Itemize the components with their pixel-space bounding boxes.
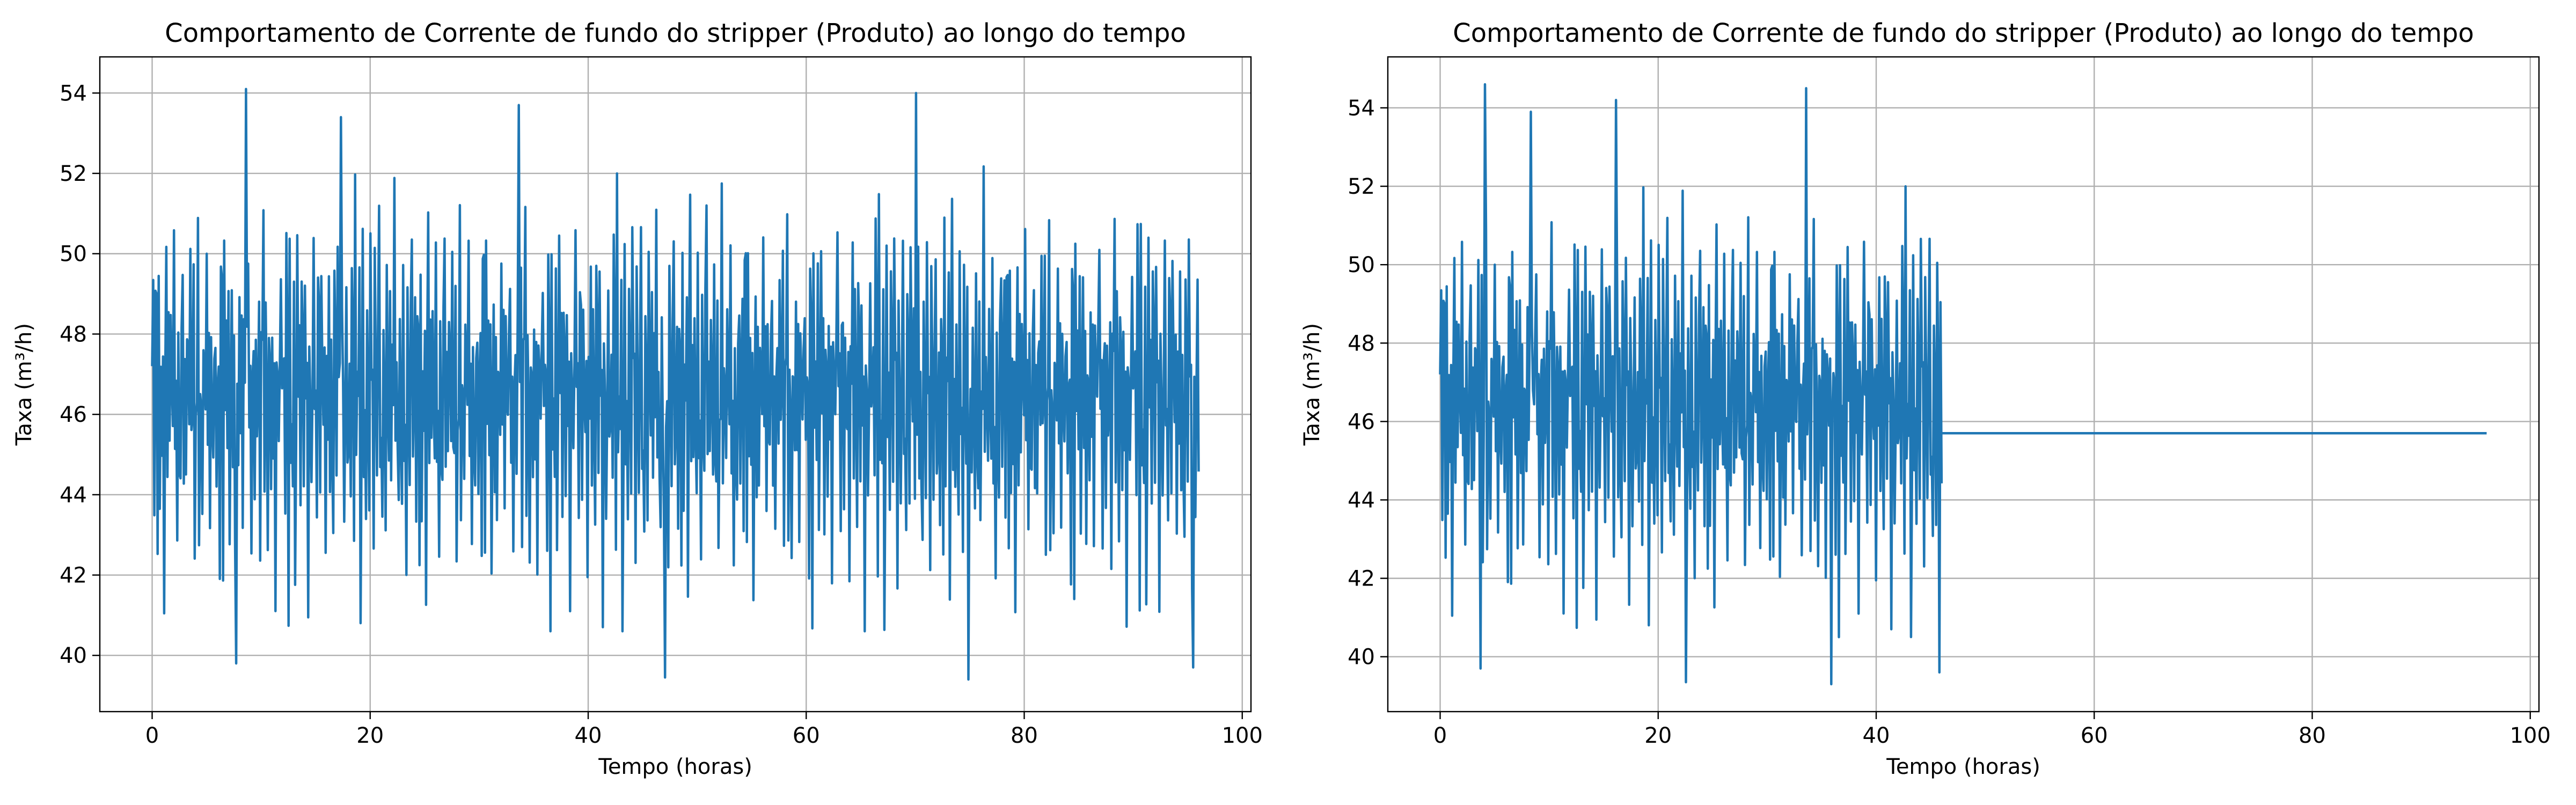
right-y-axis-ticks: 40 42 44 46 48 50 52 54	[1348, 96, 1388, 670]
right-plot-frame	[1387, 56, 2540, 713]
left-y-axis-ticks: 40 42 44 46 48 50 52 54	[60, 81, 100, 668]
left-series-layer	[151, 87, 1200, 681]
right-y-tick-label: 44	[1348, 488, 1375, 513]
right-x-tick-label: 100	[2510, 723, 2551, 748]
left-y-tick-label: 52	[60, 162, 87, 186]
left-x-tick-label: 100	[1222, 723, 1263, 748]
left-x-tick-label: 80	[1011, 723, 1038, 748]
right-y-tick-label: 54	[1348, 96, 1375, 121]
left-y-tick-label: 42	[60, 564, 87, 588]
right-y-tick-label: 48	[1348, 331, 1375, 356]
right-x-tick-label: 20	[1644, 723, 1672, 748]
right-series-layer	[1439, 83, 2487, 686]
left-y-tick-label: 44	[60, 483, 87, 508]
left-chart-title: Comportamento de Corrente de fundo do st…	[165, 18, 1186, 48]
right-y-tick-label: 42	[1348, 567, 1375, 591]
left-chart: 0 20 40 60 80 100 40 42 44 46 48 50 52 54 Comportame…	[12, 18, 1263, 779]
right-y-tick-label: 50	[1348, 253, 1375, 277]
left-x-tick-label: 0	[145, 723, 159, 748]
left-x-tick-label: 60	[793, 723, 820, 748]
right-x-tick-label: 40	[1863, 723, 1890, 748]
left-y-axis-label: Taxa (m³/h)	[12, 323, 36, 446]
left-plot-frame	[99, 56, 1252, 713]
left-series-line	[151, 87, 1200, 681]
left-y-tick-label: 54	[60, 81, 87, 106]
right-x-tick-label: 0	[1433, 723, 1447, 748]
left-y-tick-label: 40	[60, 643, 87, 668]
left-y-tick-label: 50	[60, 242, 87, 267]
left-x-tick-label: 40	[575, 723, 602, 748]
left-y-tick-label: 46	[60, 402, 87, 427]
right-chart-title: Comportamento de Corrente de fundo do st…	[1453, 18, 2474, 48]
left-x-tick-label: 20	[356, 723, 384, 748]
right-y-tick-label: 46	[1348, 409, 1375, 434]
right-series-line	[1439, 83, 1943, 686]
right-x-axis-ticks: 0 20 40 60 80 100	[1433, 712, 2551, 748]
right-y-axis-label: Taxa (m³/h)	[1300, 323, 1324, 446]
left-y-tick-label: 48	[60, 322, 87, 347]
left-x-axis-label: Tempo (horas)	[598, 755, 752, 779]
right-x-axis-label: Tempo (horas)	[1886, 755, 2040, 779]
right-x-tick-label: 80	[2299, 723, 2326, 748]
right-y-tick-label: 40	[1348, 645, 1375, 670]
left-x-axis-ticks: 0 20 40 60 80 100	[145, 712, 1263, 748]
right-y-tick-label: 52	[1348, 174, 1375, 199]
right-chart: 0 20 40 60 80 100 40 42 44 46 48 50 52 54 Comportame…	[1300, 18, 2551, 779]
right-x-tick-label: 60	[2081, 723, 2108, 748]
